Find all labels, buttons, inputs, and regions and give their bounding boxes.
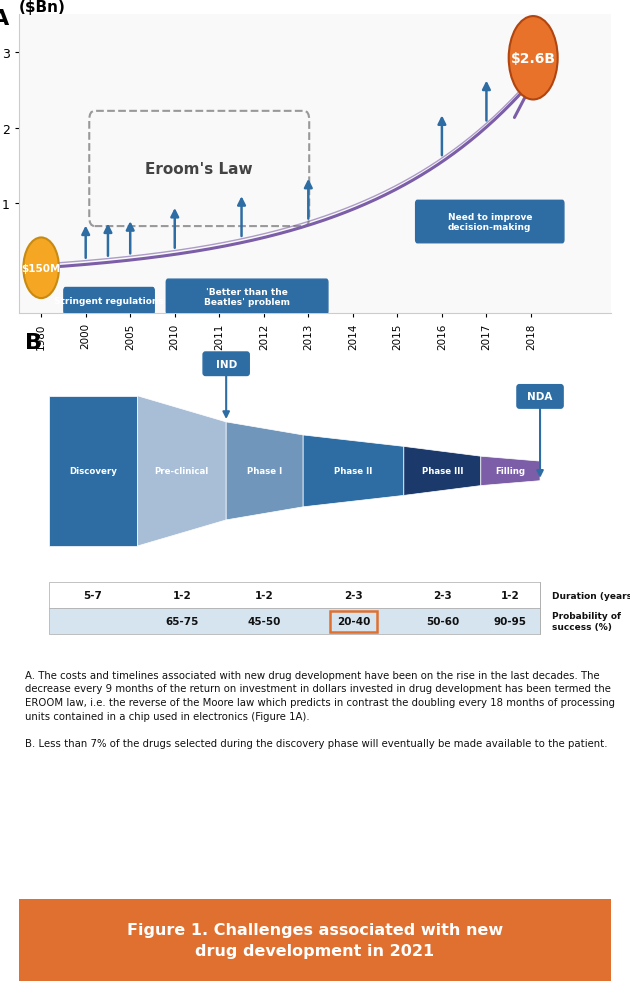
Text: Stringent regulations: Stringent regulations: [54, 297, 164, 306]
Text: 20-40: 20-40: [337, 616, 370, 626]
Text: 45-50: 45-50: [248, 616, 282, 626]
Bar: [49, 583, 540, 608]
Polygon shape: [404, 447, 481, 496]
Text: Need to improve
decision-making: Need to improve decision-making: [447, 213, 532, 232]
Polygon shape: [226, 422, 303, 521]
Text: B: B: [25, 332, 42, 353]
Text: 1-2: 1-2: [173, 591, 191, 600]
FancyBboxPatch shape: [64, 288, 154, 315]
Bar: [49, 608, 540, 635]
Text: Duration (years): Duration (years): [552, 591, 630, 599]
Polygon shape: [137, 396, 226, 546]
Text: Pre-clinical: Pre-clinical: [154, 467, 209, 476]
Text: NDA: NDA: [527, 392, 553, 402]
FancyBboxPatch shape: [517, 386, 563, 409]
Text: 50-60: 50-60: [426, 616, 459, 626]
Text: 2-3: 2-3: [344, 591, 363, 600]
Text: Phase I: Phase I: [247, 467, 282, 476]
FancyBboxPatch shape: [166, 280, 328, 315]
Polygon shape: [481, 457, 540, 486]
Text: 'Better than the
Beatles' problem: 'Better than the Beatles' problem: [204, 288, 290, 307]
Text: Discovery: Discovery: [69, 467, 117, 476]
FancyBboxPatch shape: [203, 353, 249, 376]
Text: 2-3: 2-3: [433, 591, 452, 600]
Text: 65-75: 65-75: [165, 616, 198, 626]
Circle shape: [23, 239, 59, 299]
Text: A: A: [0, 9, 9, 29]
FancyBboxPatch shape: [330, 611, 377, 632]
Text: IND: IND: [215, 359, 237, 370]
Text: $150M: $150M: [21, 263, 61, 273]
Text: 1-2: 1-2: [255, 591, 274, 600]
FancyBboxPatch shape: [416, 201, 564, 244]
Circle shape: [508, 17, 558, 101]
Text: Filling: Filling: [495, 467, 525, 476]
Text: Eroom's Law: Eroom's Law: [146, 162, 253, 176]
Text: 90-95: 90-95: [494, 616, 527, 626]
Text: Phase III: Phase III: [421, 467, 463, 476]
Polygon shape: [303, 436, 404, 508]
Text: Figure 1. Challenges associated with new
drug development in 2021: Figure 1. Challenges associated with new…: [127, 922, 503, 958]
Text: $2.6B: $2.6B: [511, 51, 556, 66]
Text: Costs
($Bn): Costs ($Bn): [19, 0, 66, 15]
Text: 1-2: 1-2: [501, 591, 520, 600]
Text: Phase II: Phase II: [335, 467, 373, 476]
Text: 5-7: 5-7: [84, 591, 102, 600]
Polygon shape: [49, 396, 137, 546]
Text: Probability of
success (%): Probability of success (%): [552, 611, 621, 632]
Text: A. The costs and timelines associated with new drug development have been on the: A. The costs and timelines associated wi…: [25, 670, 615, 748]
